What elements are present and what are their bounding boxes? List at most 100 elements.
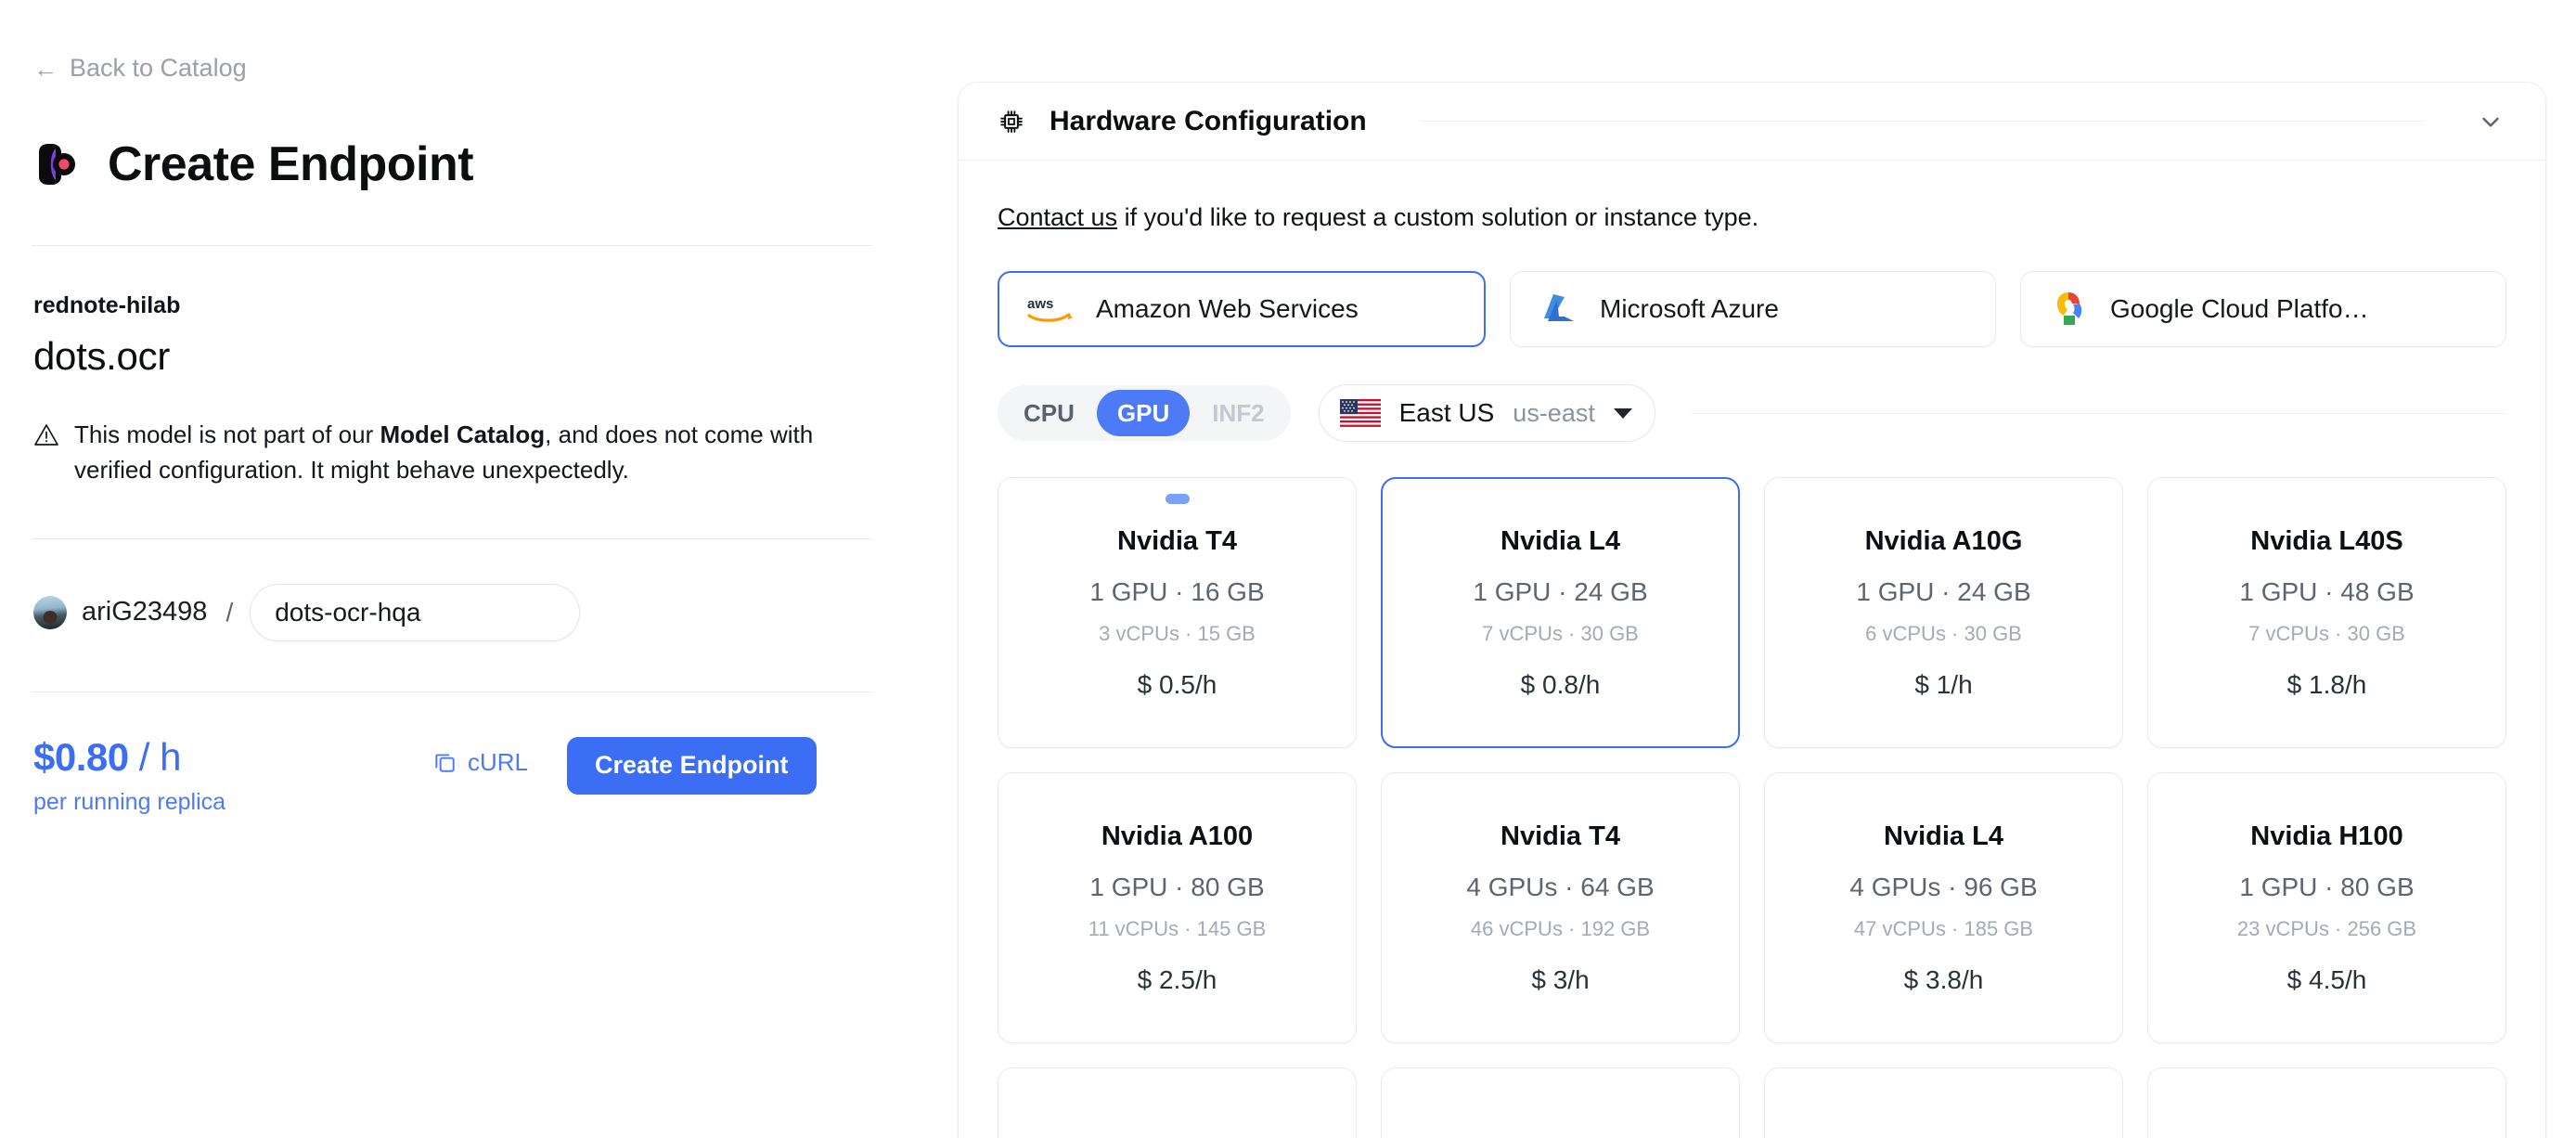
model-warning-text: This model is not part of our Model Cata… xyxy=(74,418,850,488)
copy-icon xyxy=(435,754,455,773)
chevron-down-icon[interactable] xyxy=(2477,108,2505,136)
instance-spec: 4 GPUs · 64 GB xyxy=(1466,872,1655,901)
instance-spec: 4 GPUs · 96 GB xyxy=(1849,872,2038,901)
endpoint-name-input[interactable] xyxy=(250,583,581,641)
instance-price: $ 0.5/h xyxy=(1137,669,1217,699)
instance-spec: 1 GPU · 16 GB xyxy=(1089,576,1265,606)
instance-price: $ 3/h xyxy=(1531,964,1590,994)
contact-us-rest: if you'd like to request a custom soluti… xyxy=(1117,203,1759,231)
panel-title: Hardware Configuration xyxy=(1050,105,1367,136)
back-to-catalog-link[interactable]: ← Back to Catalog xyxy=(33,54,247,83)
recommended-badge xyxy=(1165,494,1190,504)
back-to-catalog-label: Back to Catalog xyxy=(70,54,247,82)
instance-name: Nvidia H100 xyxy=(2250,821,2403,851)
instance-card[interactable]: Nvidia L40S 1 GPU · 48 GB 7 vCPUs · 30 G… xyxy=(2147,477,2506,748)
instance-sub-spec: 3 vCPUs · 15 GB xyxy=(1099,621,1256,645)
instance-name: Nvidia L4 xyxy=(1884,821,2003,851)
instance-card[interactable] xyxy=(1381,1067,1740,1138)
provider-option-gcp[interactable]: Google Cloud Platfo… xyxy=(2020,271,2506,347)
instance-spec: 1 GPU · 24 GB xyxy=(1856,576,2031,606)
instance-sub-spec: 47 vCPUs · 185 GB xyxy=(1853,916,2034,940)
provider-label-aws: Amazon Web Services xyxy=(1096,294,1359,323)
instance-card[interactable]: Nvidia H100 1 GPU · 80 GB 23 vCPUs · 256… xyxy=(2147,772,2506,1043)
svg-text:aws: aws xyxy=(1027,296,1053,312)
instance-sub-spec: 6 vCPUs · 30 GB xyxy=(1865,621,2022,645)
divider-middle xyxy=(32,537,872,539)
create-endpoint-button[interactable]: Create Endpoint xyxy=(567,736,817,795)
endpoint-name-row: ariG23498 / xyxy=(33,583,958,641)
hardware-configuration-body: Contact us if you'd like to request a cu… xyxy=(959,161,2545,1138)
instance-price: $ 3.8/h xyxy=(1903,964,1984,994)
provider-option-azure[interactable]: Microsoft Azure xyxy=(1510,271,1996,347)
cloud-provider-selector: aws Amazon Web Services Microsoft Azure xyxy=(998,271,2506,347)
instance-price: $ 1.8/h xyxy=(2286,669,2367,699)
warning-suffix: , and does not come with verified config… xyxy=(74,420,814,484)
name-separator: / xyxy=(225,597,234,627)
divider-top xyxy=(32,245,872,246)
instance-price: $ 1/h xyxy=(1914,669,1973,699)
instance-price: $ 2.5/h xyxy=(1137,964,1217,994)
instance-name: Nvidia T4 xyxy=(1117,525,1237,556)
us-flag-icon xyxy=(1339,399,1381,427)
azure-logo-icon xyxy=(1544,294,1574,321)
price-unit: / h xyxy=(138,734,182,779)
region-selector[interactable]: East US us-east xyxy=(1318,384,1655,442)
instance-sub-spec: 23 vCPUs · 256 GB xyxy=(2236,916,2417,940)
instance-card[interactable]: Nvidia A100 1 GPU · 80 GB 11 vCPUs · 145… xyxy=(998,772,1357,1043)
instance-card[interactable] xyxy=(998,1067,1357,1138)
curl-button[interactable]: cURL xyxy=(432,748,528,777)
instance-name: Nvidia T4 xyxy=(1501,821,1620,851)
cpu-chip-icon xyxy=(1000,110,1023,133)
price-amount: $0.80 xyxy=(33,734,129,779)
page-title: Create Endpoint xyxy=(108,137,474,191)
compute-type-toggle: CPU GPU INF2 xyxy=(998,385,1291,441)
instance-card[interactable]: Nvidia L4 4 GPUs · 96 GB 47 vCPUs · 185 … xyxy=(1764,772,2123,1043)
instance-spec: 1 GPU · 24 GB xyxy=(1473,576,1648,606)
configuration-column: Hardware Configuration Contact us if you… xyxy=(958,0,2576,1138)
warning-prefix: This model is not part of our xyxy=(74,420,380,448)
instance-card[interactable]: Nvidia L4 1 GPU · 24 GB 7 vCPUs · 30 GB … xyxy=(1381,477,1740,748)
avatar xyxy=(33,595,67,629)
instance-price: $ 0.8/h xyxy=(1520,669,1601,699)
model-name: dots.ocr xyxy=(33,334,170,378)
instance-card-grid: Nvidia T4 1 GPU · 16 GB 3 vCPUs · 15 GB … xyxy=(998,477,2506,1138)
instance-card[interactable] xyxy=(1764,1067,2123,1138)
provider-label-azure: Microsoft Azure xyxy=(1600,294,1779,323)
instance-name: Nvidia L40S xyxy=(2250,525,2403,556)
hardware-configuration-header[interactable]: Hardware Configuration xyxy=(959,83,2545,161)
instance-spec: 1 GPU · 80 GB xyxy=(1089,872,1265,901)
header-rule xyxy=(1418,121,2425,122)
warning-triangle-icon xyxy=(34,424,58,446)
contact-us-line: Contact us if you'd like to request a cu… xyxy=(998,203,2506,232)
warning-bold: Model Catalog xyxy=(380,420,546,448)
instance-sub-spec: 11 vCPUs · 145 GB xyxy=(1088,916,1267,940)
provider-option-aws[interactable]: aws Amazon Web Services xyxy=(998,271,1486,347)
region-name: East US xyxy=(1398,398,1495,427)
curl-label: cURL xyxy=(468,747,529,776)
page-title-row: Create Endpoint xyxy=(33,136,958,192)
price-block: $0.80 / h per running replica xyxy=(33,735,432,816)
gcp-logo-icon xyxy=(2057,292,2082,325)
hardware-configuration-panel: Hardware Configuration Contact us if you… xyxy=(958,82,2546,1138)
region-code: us-east xyxy=(1513,398,1595,427)
price-caption: per running replica xyxy=(33,788,226,815)
instance-card[interactable] xyxy=(2147,1067,2506,1138)
instance-card[interactable]: Nvidia A10G 1 GPU · 24 GB 6 vCPUs · 30 G… xyxy=(1764,477,2123,748)
instance-card[interactable]: Nvidia T4 4 GPUs · 64 GB 46 vCPUs · 192 … xyxy=(1381,772,1740,1043)
instance-price: $ 4.5/h xyxy=(2286,964,2367,994)
instance-name: Nvidia A100 xyxy=(1101,821,1254,851)
user-name: ariG23498 xyxy=(82,597,208,627)
compute-type-inf2[interactable]: INF2 xyxy=(1212,399,1265,427)
instance-name: Nvidia A10G xyxy=(1864,525,2023,556)
instance-card[interactable]: Nvidia T4 1 GPU · 16 GB 3 vCPUs · 15 GB … xyxy=(998,477,1357,748)
instance-sub-spec: 7 vCPUs · 30 GB xyxy=(2248,621,2405,645)
provider-label-gcp: Google Cloud Platfo… xyxy=(2110,294,2369,323)
instance-name: Nvidia L4 xyxy=(1501,525,1620,556)
instance-spec: 1 GPU · 48 GB xyxy=(2239,576,2415,606)
compute-type-gpu[interactable]: GPU xyxy=(1096,390,1191,436)
contact-us-link[interactable]: Contact us xyxy=(998,203,1118,231)
compute-type-cpu[interactable]: CPU xyxy=(1024,399,1075,427)
pricing-footer: $0.80 / h per running replica cURL Creat… xyxy=(33,735,958,816)
aws-logo-icon: aws xyxy=(1027,296,1073,322)
